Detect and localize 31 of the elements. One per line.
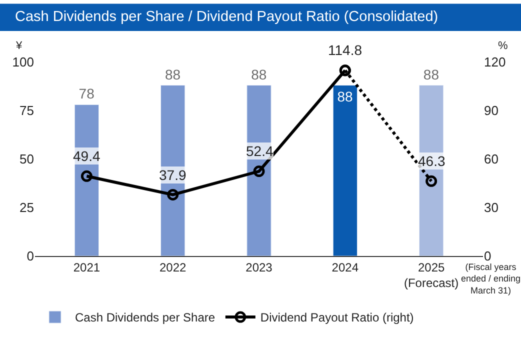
y-tick-label: 100 — [12, 54, 34, 70]
y2-axis-title: % — [498, 40, 508, 52]
x-tick-label: 2022 — [160, 260, 187, 274]
data-label: 49.4 — [73, 148, 100, 164]
chart-title: Cash Dividends per Share / Dividend Payout Ratio (Consolidated) — [15, 9, 438, 25]
data-label: 88 — [337, 88, 354, 104]
text: (Fiscal years ended / ending March 31) — [461, 262, 521, 296]
y2-tick-label: 0 — [484, 248, 492, 264]
legend-label: Cash Dividends per Share — [75, 310, 216, 325]
y-tick-label: 0 — [26, 248, 34, 264]
data-label: 78 — [78, 86, 95, 102]
data-label: 114.8 — [328, 42, 362, 58]
x-tick-label: 2021 — [73, 260, 100, 274]
y2-tick-label: 60 — [484, 152, 498, 167]
y-axis-title: ¥ — [15, 40, 23, 52]
y-tick-label: 25 — [20, 200, 34, 216]
y2-tick-label: 120 — [484, 54, 506, 70]
data-label: 52.4 — [246, 143, 274, 159]
y2-tick-label: 30 — [484, 200, 498, 216]
x-tick-label: 2024 — [332, 260, 359, 274]
y-tick-label: 75 — [20, 103, 34, 118]
legend-label: Dividend Payout Ratio (right) — [260, 310, 414, 325]
x-tick-label: 2025 (Forecast) — [404, 260, 459, 290]
data-label: 88 — [423, 66, 440, 82]
data-label: 88 — [251, 66, 267, 82]
x-tick-label: 2023 — [246, 260, 273, 274]
data-label: 46.3 — [418, 153, 446, 169]
data-label: 88 — [164, 66, 181, 82]
data-label: 37.9 — [159, 167, 186, 183]
y2-tick-label: 90 — [484, 103, 498, 118]
y-tick-label: 50 — [20, 152, 34, 167]
